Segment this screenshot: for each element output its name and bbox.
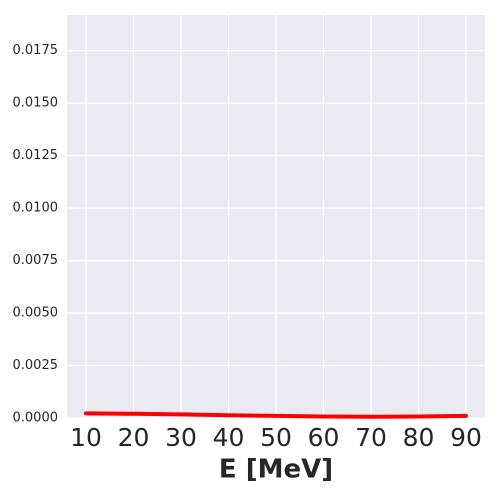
- x-tick-label: 80: [403, 423, 435, 452]
- x-tick-label: 90: [450, 423, 482, 452]
- y-tick-label: 0.0100: [13, 201, 59, 216]
- y-tick-label: 0.0075: [13, 253, 59, 268]
- x-tick-label: 60: [308, 423, 340, 452]
- x-tick-label: 40: [213, 423, 245, 452]
- x-tick-label: 70: [355, 423, 387, 452]
- y-tick-label: 0.0175: [13, 43, 59, 58]
- x-tick-label: 10: [70, 423, 102, 452]
- y-tick-label: 0.0125: [13, 148, 59, 163]
- y-tick-label: 0.0000: [13, 411, 59, 426]
- y-tick-label: 0.0150: [13, 96, 59, 111]
- x-tick-label: 50: [260, 423, 292, 452]
- y-tick-label: 0.0025: [13, 358, 59, 373]
- y-tick-label: 0.0050: [13, 306, 59, 321]
- line: [84, 411, 468, 419]
- x-tick-label: 20: [118, 423, 150, 452]
- x-axis-label: E [MeV]: [219, 455, 333, 485]
- x-tick-label: 30: [165, 423, 197, 452]
